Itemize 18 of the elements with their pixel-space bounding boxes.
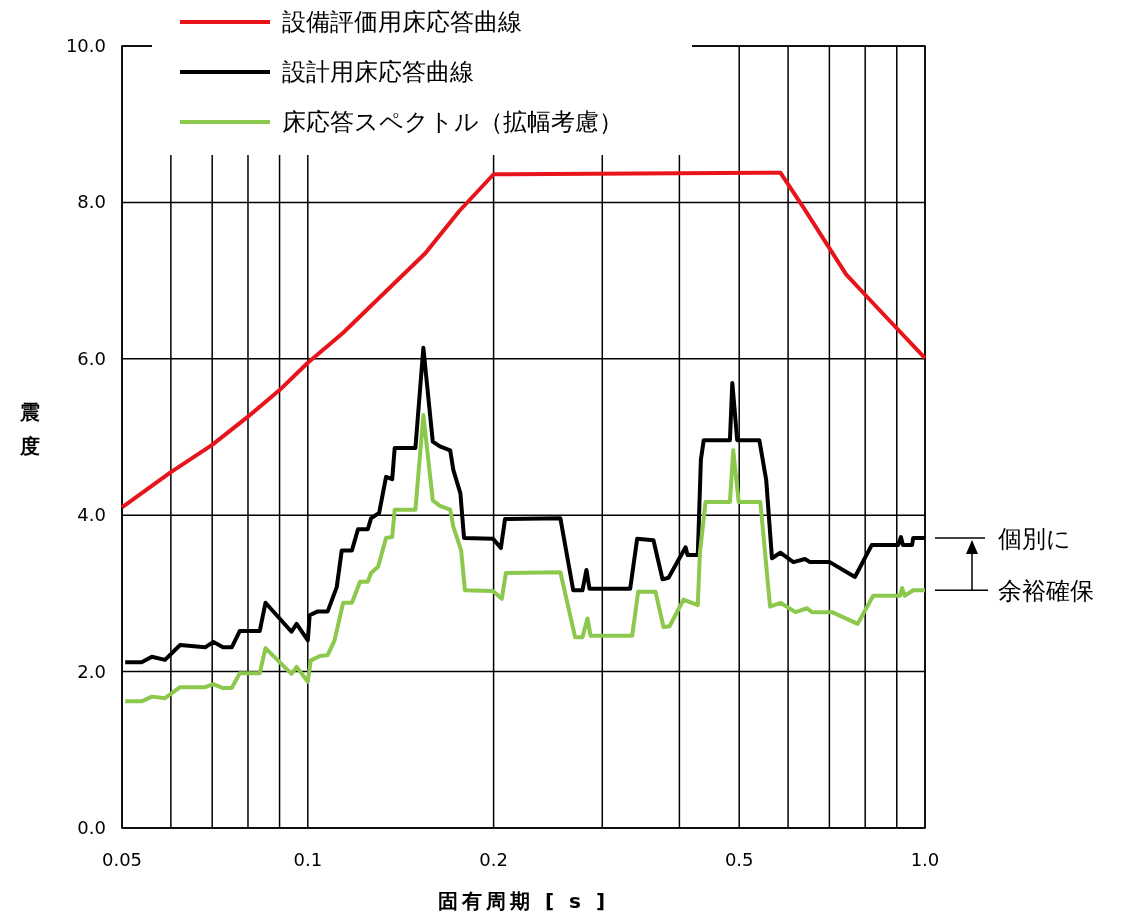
x-tick-label: 0.05 [101, 849, 143, 870]
y-axis-title: 震度 [19, 400, 40, 458]
x-tick-label: 0.2 [479, 849, 508, 870]
y-tick-label: 0.0 [77, 817, 106, 838]
text: 個別に [998, 524, 1071, 553]
y-tick-label: 10.0 [65, 35, 106, 56]
x-tick-label: 0.1 [293, 849, 323, 870]
legend-label: 設計用床応答曲線 [282, 58, 474, 86]
y-tick-label: 8.0 [77, 191, 106, 213]
legend-label: 設備評価用床応答曲線 [282, 8, 522, 36]
text: 余裕確保 [998, 577, 1094, 606]
x-axis-title: 固有周期 [ s ] [437, 889, 610, 913]
y-tick-label: 6.0 [77, 347, 106, 369]
y-tick-label: 2.0 [77, 660, 106, 682]
y-tick-label: 4.0 [77, 504, 106, 526]
legend-label: 床応答スペクトル（拡幅考慮） [282, 108, 623, 136]
x-tick-label: 1.0 [910, 849, 940, 870]
x-tick-label: 0.5 [724, 849, 754, 870]
